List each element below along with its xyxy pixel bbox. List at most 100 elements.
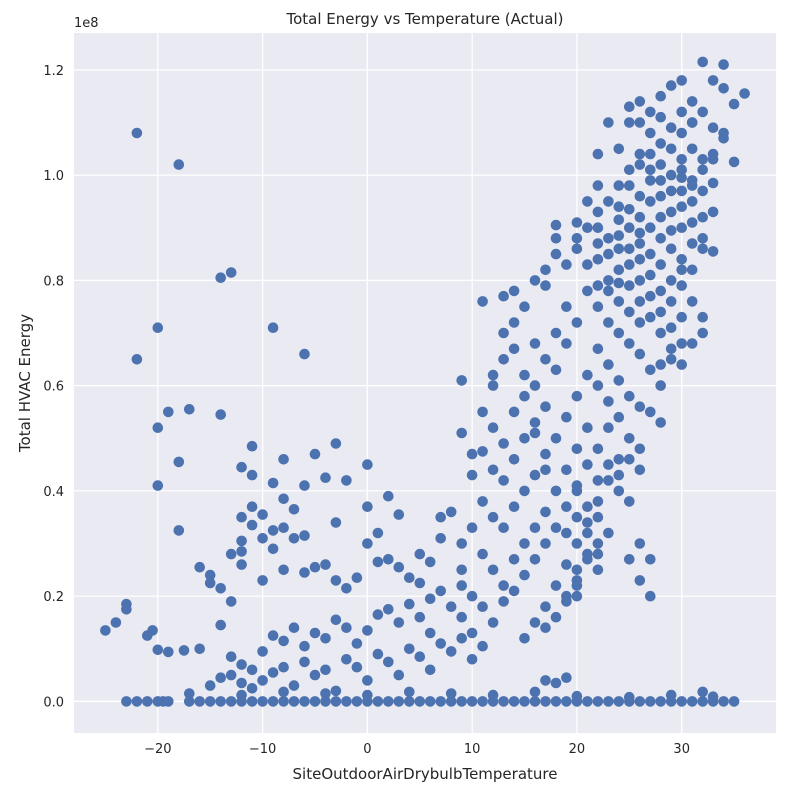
- data-point: [424, 556, 436, 568]
- data-point: [466, 448, 478, 460]
- data-point: [571, 511, 583, 523]
- data-point: [613, 243, 625, 255]
- data-point: [508, 317, 520, 328]
- data-point: [498, 580, 509, 591]
- data-point: [529, 522, 541, 533]
- data-point: [561, 590, 572, 602]
- data-point: [278, 635, 289, 647]
- data-point: [603, 396, 614, 407]
- data-point: [236, 659, 247, 670]
- data-point: [142, 696, 153, 707]
- data-point: [571, 564, 583, 576]
- data-point: [582, 259, 593, 270]
- data-point: [372, 648, 384, 660]
- data-point: [487, 380, 499, 391]
- data-point: [707, 154, 719, 165]
- data-point: [540, 401, 551, 413]
- data-point: [550, 364, 562, 376]
- data-point: [236, 689, 247, 701]
- data-point: [435, 585, 447, 597]
- data-point: [320, 688, 331, 699]
- data-point: [613, 277, 625, 289]
- data-point: [456, 633, 468, 644]
- data-point: [676, 280, 687, 291]
- data-point: [466, 469, 478, 481]
- data-point: [477, 446, 488, 457]
- data-point: [404, 696, 415, 707]
- data-point: [645, 554, 656, 565]
- data-point: [676, 253, 687, 265]
- data-point: [707, 206, 719, 218]
- data-point: [508, 696, 520, 707]
- data-point: [582, 222, 593, 233]
- data-point: [550, 696, 562, 707]
- data-point: [634, 253, 646, 265]
- data-point: [225, 267, 237, 278]
- data-point: [697, 327, 708, 339]
- data-point: [225, 696, 237, 707]
- data-point: [309, 448, 321, 460]
- data-point: [477, 296, 488, 307]
- data-point: [550, 248, 562, 260]
- data-point: [498, 290, 509, 302]
- data-point: [204, 680, 216, 691]
- data-point: [613, 214, 625, 226]
- data-point: [173, 525, 185, 536]
- data-point: [309, 669, 321, 681]
- data-point: [414, 611, 426, 623]
- data-point: [603, 696, 614, 707]
- data-point: [561, 527, 572, 539]
- data-point: [603, 527, 614, 539]
- data-point: [613, 296, 625, 307]
- data-point: [603, 248, 614, 260]
- data-point: [351, 696, 363, 707]
- data-point: [194, 696, 205, 707]
- data-point: [592, 180, 604, 191]
- data-point: [624, 101, 635, 112]
- data-point: [519, 569, 530, 581]
- data-point: [519, 633, 530, 644]
- data-point: [393, 561, 405, 573]
- data-point: [152, 422, 164, 434]
- data-point: [246, 501, 258, 512]
- data-point: [194, 643, 205, 655]
- data-point: [686, 143, 698, 155]
- data-point: [267, 543, 279, 555]
- data-point: [613, 327, 625, 339]
- data-point: [550, 677, 562, 689]
- data-point: [561, 338, 572, 349]
- data-point: [498, 475, 509, 486]
- data-point: [676, 264, 687, 276]
- data-point: [603, 475, 614, 486]
- x-tick-label: −20: [144, 742, 171, 757]
- data-point: [362, 538, 373, 549]
- data-point: [613, 375, 625, 386]
- data-point: [508, 343, 520, 355]
- data-point: [634, 96, 646, 107]
- data-point: [424, 696, 436, 707]
- data-point: [582, 527, 593, 539]
- data-point: [225, 548, 237, 560]
- data-point: [645, 106, 656, 118]
- data-point: [299, 696, 310, 707]
- data-point: [424, 664, 436, 676]
- data-point: [341, 475, 352, 486]
- data-point: [320, 633, 331, 644]
- data-point: [330, 614, 342, 626]
- data-point: [624, 259, 635, 270]
- data-point: [519, 433, 530, 444]
- data-point: [519, 696, 530, 707]
- data-point: [613, 230, 625, 241]
- data-point: [508, 554, 520, 565]
- data-point: [592, 696, 604, 707]
- data-point: [624, 433, 635, 444]
- data-point: [163, 696, 174, 707]
- data-point: [372, 527, 384, 539]
- data-point: [582, 422, 593, 434]
- data-point: [655, 327, 666, 339]
- data-point: [634, 696, 646, 707]
- data-point: [372, 609, 384, 620]
- data-point: [424, 593, 436, 605]
- data-point: [634, 148, 646, 160]
- data-point: [445, 506, 457, 518]
